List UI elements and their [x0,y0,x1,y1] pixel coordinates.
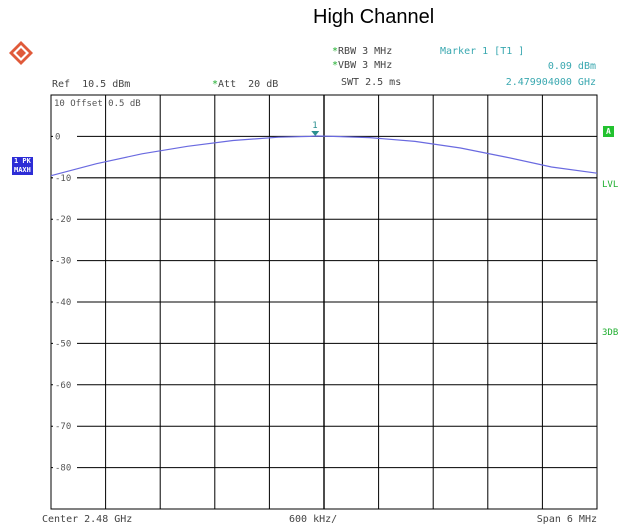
y-tick-bg [53,172,77,183]
y-tick-bg [53,338,77,349]
y-tick-bg [53,462,77,473]
frequency-span: Span 6 MHz [536,514,597,525]
y-tick-bg [53,297,77,307]
y-tick-bg [53,421,77,432]
offset-label: 10 Offset 0.5 dB [54,99,141,109]
y-tick-bg [53,255,77,266]
y-tick-label: -80 [55,464,71,474]
marker-1-triangle [311,131,320,137]
y-tick-label: -10 [55,174,71,184]
y-tick-label: -60 [55,381,71,391]
marker-frequency: 2.479904000 GHz [505,77,596,88]
marker-1-label: 1 [312,121,317,131]
lvl-label: LVL [602,180,619,190]
y-tick-label: -40 [55,298,71,308]
swt-readout: SWT 2.5 ms [341,77,402,88]
y-tick-label: -30 [55,257,71,267]
trace-a-badge: A [603,126,614,137]
rohde-schwarz-logo-icon [8,40,34,71]
chart-title: High Channel [313,6,435,28]
marker-level: 0.09 dBm [547,61,596,72]
ref-level-readout: Ref 10.5 dBm [52,79,131,90]
trace-line [50,135,598,177]
vbw-readout: *VBW 3 MHz [332,60,393,71]
frequency-per-division: 600 kHz/ [289,514,338,525]
y-tick-label: -50 [55,339,71,349]
rbw-readout: *RBW 3 MHz [332,46,393,57]
3db-label: 3DB [602,328,619,338]
y-tick-label: -70 [55,422,71,432]
trace-mode-badge: 1 PK MAXH [12,157,33,175]
attenuation-readout: *Att 20 dB [212,79,279,90]
center-frequency: Center 2.48 GHz [42,514,133,525]
y-tick-bg [53,214,77,225]
y-tick-bg [53,379,77,390]
y-tick-label: 0 [55,132,60,142]
marker-title: Marker 1 [T1 ] [440,46,525,57]
y-tick-bg [53,131,77,142]
y-tick-label: -20 [55,215,71,225]
